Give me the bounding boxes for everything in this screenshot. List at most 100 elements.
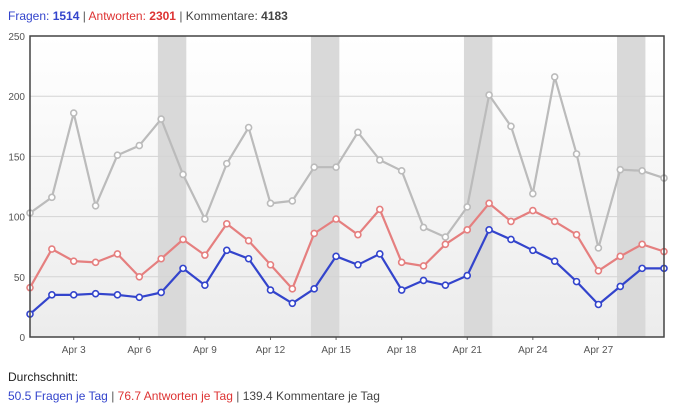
summary-header: Fragen: 1514 | Antworten: 2301 | Komment… [8, 9, 288, 23]
series-line-comments [29, 75, 665, 249]
comments-label: Kommentare: [185, 9, 258, 23]
data-point-questions [113, 291, 122, 299]
x-tick-label: Apr 18 [387, 345, 417, 356]
data-point-answers [244, 236, 253, 245]
data-point-questions [135, 293, 144, 302]
data-point-answers [507, 217, 515, 226]
y-tick-label: 50 [14, 273, 26, 284]
y-tick-label: 150 [8, 152, 25, 163]
questions-count: 1514 [52, 9, 80, 23]
data-point-comments [638, 167, 646, 175]
data-point-comments [572, 150, 581, 158]
data-point-comments [485, 91, 493, 99]
data-point-comments [310, 163, 319, 172]
data-point-comments [135, 141, 144, 150]
y-tick-label: 200 [8, 92, 25, 103]
data-point-questions [332, 252, 340, 261]
data-point-questions [572, 277, 581, 286]
data-point-comments [48, 193, 56, 202]
weekend-band [157, 36, 187, 337]
averages-title: Durchschnitt: [8, 370, 79, 384]
data-point-comments [550, 73, 559, 81]
data-point-comments [397, 167, 406, 175]
data-point-comments [354, 128, 362, 137]
data-point-answers [529, 206, 537, 215]
data-point-answers [419, 262, 428, 270]
data-point-answers [157, 254, 165, 263]
data-point-answers [485, 199, 493, 208]
data-point-questions [91, 289, 100, 298]
x-tick-label: Apr 24 [518, 345, 548, 356]
data-point-questions [375, 250, 384, 258]
data-point-questions [222, 246, 231, 255]
data-point-answers [266, 260, 275, 269]
data-point-questions [397, 286, 406, 294]
data-point-questions [157, 288, 165, 297]
y-tick-label: 0 [19, 333, 25, 344]
data-point-answers [594, 266, 603, 275]
data-point-answers [572, 230, 581, 239]
data-point-answers [113, 250, 122, 258]
data-point-questions [594, 300, 603, 309]
data-point-answers [222, 220, 231, 228]
x-tick-label: Apr 15 [321, 345, 351, 356]
plot-border [29, 35, 665, 338]
data-point-answers [354, 230, 362, 239]
averages-line: 50.5 Fragen je Tag | 76.7 Antworten je T… [8, 389, 380, 403]
data-point-answers [91, 258, 100, 267]
data-point-comments [244, 123, 253, 132]
data-point-comments [594, 244, 603, 252]
data-point-questions [419, 276, 428, 285]
data-point-questions [616, 282, 625, 291]
y-tick-label: 100 [8, 213, 25, 224]
data-point-questions [244, 254, 253, 263]
data-point-questions [310, 285, 319, 293]
separator: | [82, 9, 86, 23]
data-point-questions [288, 299, 297, 308]
data-point-questions [638, 264, 646, 273]
data-point-comments [332, 163, 340, 172]
data-point-answers [638, 240, 646, 249]
questions-label: Fragen: [8, 9, 50, 23]
plot-background [30, 36, 664, 337]
y-tick-label: 250 [8, 32, 25, 43]
data-point-comments [529, 189, 537, 198]
data-point-comments [288, 197, 297, 205]
weekend-band [616, 36, 646, 337]
x-tick-label: Apr 12 [256, 345, 286, 356]
data-point-answers [332, 215, 340, 223]
comments-count: 4183 [261, 9, 288, 23]
data-point-comments [419, 223, 428, 232]
activity-chart: 0 50 100 150 200 250 Apr 3 Apr 6 Apr 9 Apr 12 Apr… [8, 32, 668, 356]
data-point-answers [463, 226, 472, 234]
data-point-comments [266, 199, 275, 208]
data-point-comments [441, 233, 450, 241]
data-point-comments [69, 109, 78, 117]
data-point-comments [91, 201, 100, 210]
data-point-answers [441, 240, 450, 249]
data-point-comments [463, 203, 472, 211]
data-point-questions [48, 291, 56, 299]
answers-per-day: 76.7 Antworten je Tag [117, 389, 233, 403]
separator: | [111, 389, 115, 403]
weekend-band [463, 36, 493, 337]
data-point-answers [179, 235, 187, 244]
x-tick-label: Apr 21 [453, 345, 483, 356]
x-tick-label: Apr 27 [584, 345, 614, 356]
data-point-answers [616, 252, 625, 261]
data-point-comments [179, 170, 187, 179]
comments-per-day: 139.4 Kommentare je Tag [242, 389, 380, 403]
data-point-questions [266, 286, 275, 294]
data-point-questions [179, 264, 187, 273]
data-point-questions [354, 260, 362, 269]
data-point-comments [507, 122, 515, 131]
questions-per-day: 50.5 Fragen je Tag [8, 389, 108, 403]
data-point-questions [550, 257, 559, 265]
data-point-comments [375, 156, 384, 164]
data-point-answers [48, 245, 56, 253]
data-point-answers [201, 251, 209, 259]
series-line-answers [29, 202, 665, 290]
data-point-questions [441, 281, 450, 290]
data-point-answers [69, 257, 78, 265]
data-point-answers [550, 217, 559, 226]
